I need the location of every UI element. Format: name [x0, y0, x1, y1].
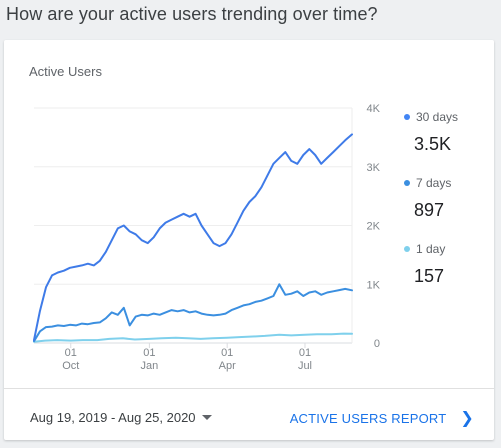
legend-30-days[interactable]: 30 days 3.5K — [404, 110, 494, 155]
x-tick-day-1: 01 — [143, 347, 155, 359]
x-tick-day-0: 01 — [65, 347, 77, 359]
series-line-1-day — [33, 332, 353, 343]
legend-value-1-day: 157 — [414, 266, 445, 286]
legend-dot-30-days — [404, 114, 410, 120]
x-tick-month-1: Jan — [141, 360, 159, 372]
x-tick-month-3: Jul — [298, 360, 312, 372]
legend-dot-7-days — [404, 180, 410, 186]
y-tick-label-2: 2K — [367, 221, 381, 233]
active-users-card: Active Users 0 1K 2K 3K 4K 01 Oct 01 Jan 01 Apr 01 J… — [4, 40, 494, 440]
y-tick-label-3: 3K — [367, 162, 381, 174]
x-tick-month-0: Oct — [62, 360, 79, 372]
x-tick-month-2: Apr — [219, 360, 236, 372]
legend-label-30-days: 30 days — [416, 110, 459, 124]
legend-1-day[interactable]: 1 day 157 — [404, 242, 494, 287]
legend-dot-1-day — [404, 246, 410, 252]
x-tick-day-3: 01 — [299, 347, 311, 359]
date-range-label: Aug 19, 2019 - Aug 25, 2020 — [30, 410, 196, 425]
legend-7-days[interactable]: 7 days 897 — [404, 176, 494, 221]
legend-label-1-day: 1 day — [416, 242, 446, 256]
chart-title: Active Users — [29, 64, 102, 79]
report-link-label: ACTIVE USERS REPORT — [289, 410, 447, 426]
caret-down-icon — [201, 415, 212, 420]
y-tick-label-1: 1K — [367, 279, 381, 291]
section-question: How are your active users trending over … — [6, 4, 378, 24]
legend-label-7-days: 7 days — [416, 176, 452, 190]
series-line-30-days — [33, 133, 353, 342]
active-users-report-link[interactable]: ACTIVE USERS REPORT ❯ — [290, 408, 474, 428]
y-tick-label-0: 0 — [374, 338, 380, 350]
footer-divider — [4, 388, 494, 389]
date-range-dropdown[interactable]: Aug 19, 2019 - Aug 25, 2020 — [30, 410, 212, 425]
chevron-right-icon: ❯ — [460, 410, 474, 427]
x-tick-day-2: 01 — [221, 347, 233, 359]
legend-value-30-days: 3.5K — [414, 134, 452, 154]
y-tick-label-4: 4K — [367, 103, 381, 115]
series-line-7-days — [33, 283, 353, 343]
legend-value-7-days: 897 — [414, 200, 445, 220]
